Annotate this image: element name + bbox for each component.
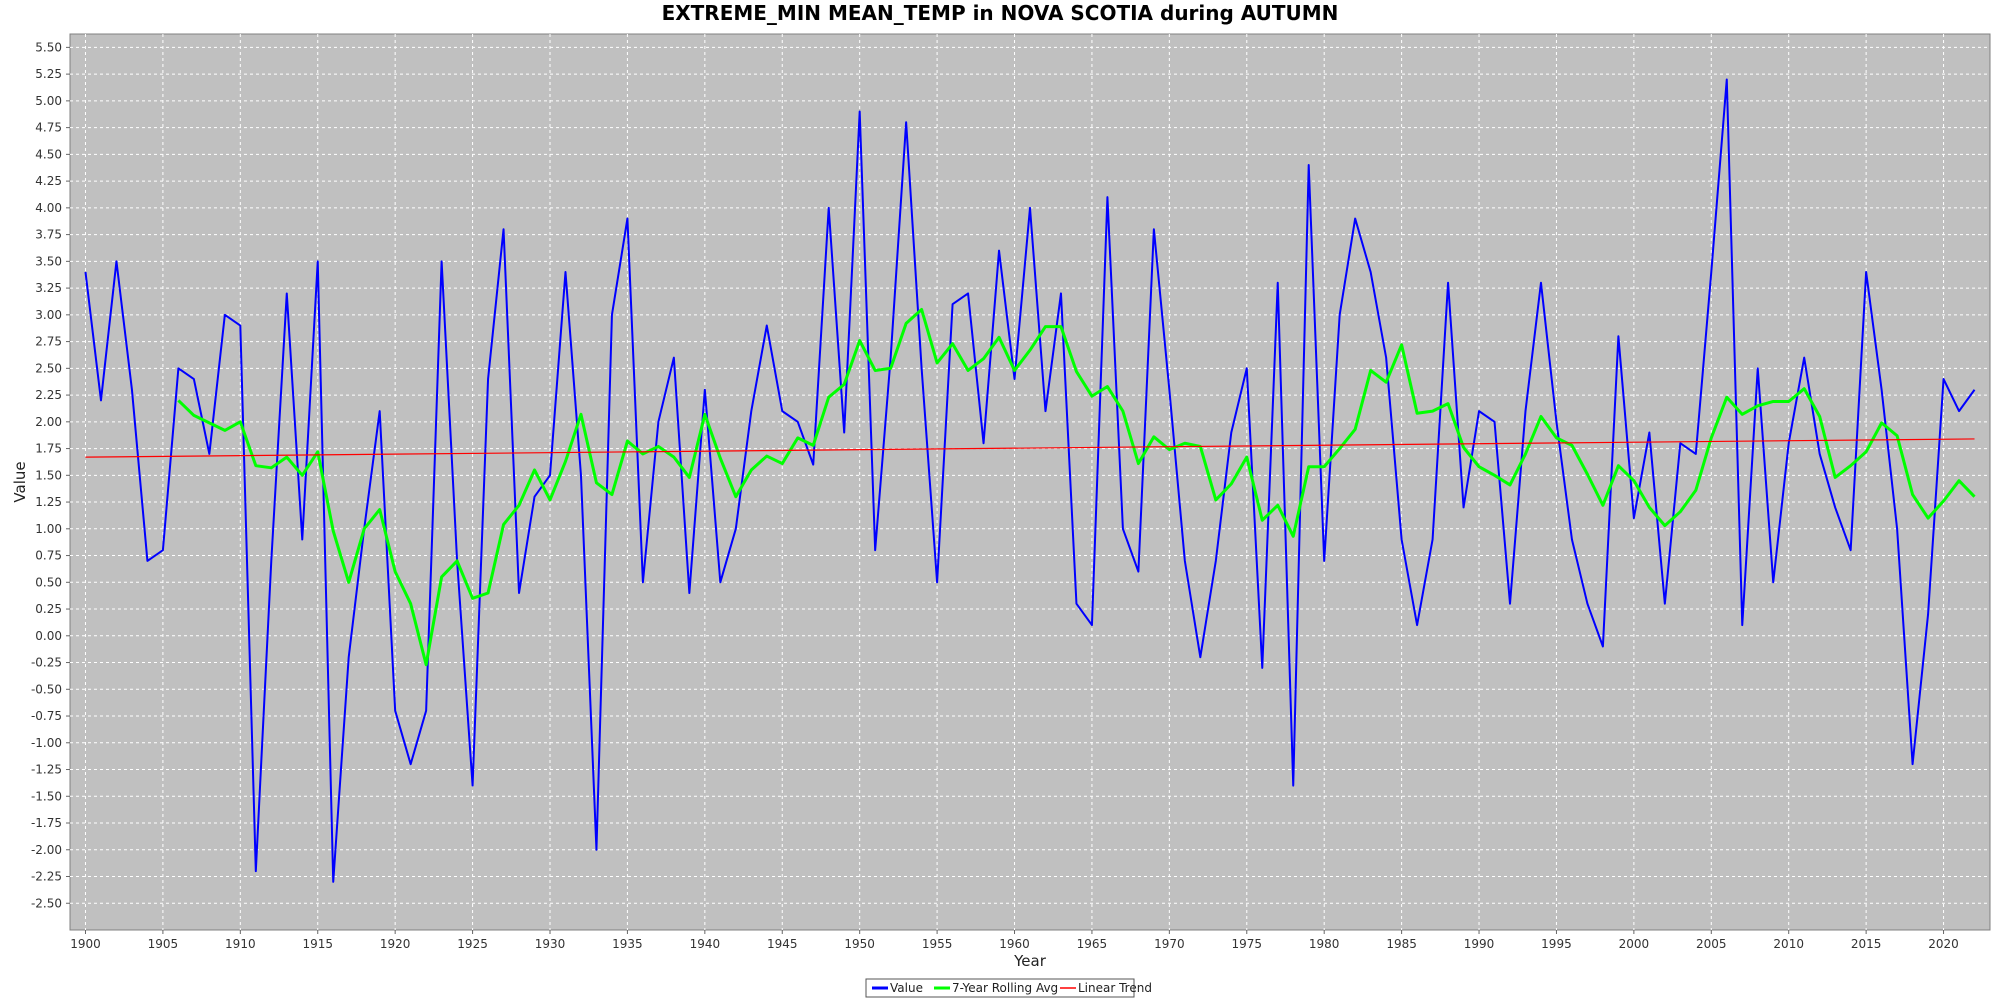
grid [70, 34, 1990, 930]
y-tick-label: -1.75 [31, 816, 62, 830]
x-tick-label: 1985 [1386, 937, 1417, 951]
y-tick-label: -2.25 [31, 870, 62, 884]
y-tick-label: 1.75 [35, 442, 62, 456]
series-line-linear-trend [85, 438, 1975, 458]
y-tick-label: -0.25 [31, 656, 62, 670]
x-axis: 1900 1905 1910 1915 1920 1925 1930 1935 1940 1945… [70, 930, 1959, 951]
x-tick-label: 2000 [1619, 937, 1650, 951]
y-tick-label: 5.50 [35, 40, 62, 54]
x-tick-label: 1955 [922, 937, 953, 951]
y-tick-label: 0.75 [35, 549, 62, 563]
x-tick-label: 1910 [225, 937, 256, 951]
series-line-value [84, 78, 1976, 883]
x-tick-label: 1915 [302, 937, 333, 951]
y-tick-label: 2.75 [35, 335, 62, 349]
y-tick-label: -1.50 [31, 789, 62, 803]
legend-label-value: Value [890, 981, 923, 995]
y-tick-label: 3.25 [35, 281, 62, 295]
x-tick-label: 1920 [380, 937, 411, 951]
x-tick-label: 1925 [457, 937, 488, 951]
x-tick-label: 1950 [844, 937, 875, 951]
x-tick-label: 2020 [1928, 937, 1959, 951]
x-axis-label: Year [1013, 952, 1047, 970]
x-tick-label: 1960 [999, 937, 1030, 951]
x-tick-label: 1930 [535, 937, 566, 951]
legend-label-linear-trend: Linear Trend [1078, 981, 1152, 995]
x-tick-label: 1905 [148, 937, 179, 951]
y-tick-label: -0.50 [31, 682, 62, 696]
y-tick-label: -1.00 [31, 736, 62, 750]
x-tick-label: 1995 [1541, 937, 1572, 951]
y-tick-label: 0.25 [35, 602, 62, 616]
y-axis-label: Value [11, 461, 29, 502]
x-tick-label: 1980 [1309, 937, 1340, 951]
y-tick-label: 1.00 [35, 522, 62, 536]
y-tick-label: 3.00 [35, 308, 62, 322]
y-tick-label: 5.25 [35, 67, 62, 81]
legend-box [865, 978, 1135, 998]
y-tick-label: 2.25 [35, 388, 62, 402]
y-tick-label: 5.00 [35, 94, 62, 108]
x-tick-label: 2010 [1773, 937, 1804, 951]
y-tick-label: -1.25 [31, 763, 62, 777]
series-line-7-year-rolling-avg [177, 307, 1976, 667]
y-tick-label: 1.50 [35, 468, 62, 482]
y-tick-label: 4.75 [35, 121, 62, 135]
y-tick-label: -0.75 [31, 709, 62, 723]
y-tick-label: 3.75 [35, 228, 62, 242]
x-tick-label: 1965 [1077, 937, 1108, 951]
x-tick-label: 1935 [612, 937, 643, 951]
legend-label-7-year-rolling-avg: 7-Year Rolling Avg [952, 981, 1058, 995]
y-tick-label: 1.25 [35, 495, 62, 509]
x-tick-label: 2015 [1851, 937, 1882, 951]
y-tick-label: 4.50 [35, 147, 62, 161]
y-tick-label: 0.50 [35, 575, 62, 589]
x-tick-label: 1970 [1154, 937, 1185, 951]
y-tick-label: 4.25 [35, 174, 62, 188]
x-tick-label: 1975 [1232, 937, 1263, 951]
x-tick-label: 1940 [690, 937, 721, 951]
y-tick-label: 3.50 [35, 254, 62, 268]
y-tick-label: -2.00 [31, 843, 62, 857]
y-tick-label: 2.00 [35, 415, 62, 429]
y-tick-label: 0.00 [35, 629, 62, 643]
x-tick-label: 2005 [1696, 937, 1727, 951]
x-tick-label: 1945 [767, 937, 798, 951]
legend: Value 7-Year Rolling Avg Linear Trend [865, 978, 1152, 998]
plot-area [69, 33, 1991, 931]
x-tick-label: 1900 [70, 937, 101, 951]
y-tick-label: 4.00 [35, 201, 62, 215]
chart-title: EXTREME_MIN MEAN_TEMP in NOVA SCOTIA dur… [662, 1, 1339, 25]
y-axis: -2.50 -2.25 -2.00 -1.75 -1.50 -1.25 -1.00 -0.75… [31, 40, 70, 910]
series-layer [84, 78, 1976, 883]
y-tick-label: -2.50 [31, 896, 62, 910]
x-tick-label: 1990 [1464, 937, 1495, 951]
y-tick-label: 2.50 [35, 361, 62, 375]
